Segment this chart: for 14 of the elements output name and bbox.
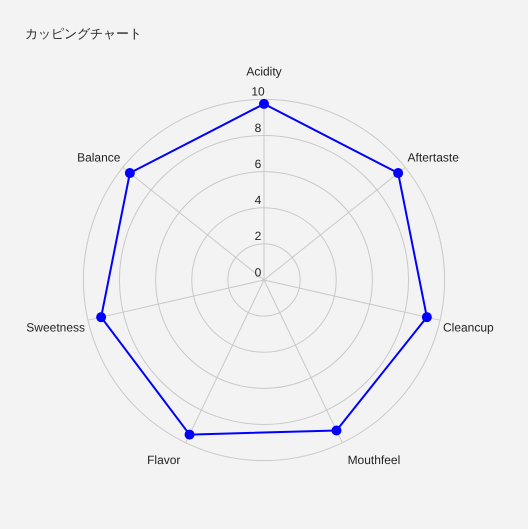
- spoke-label: Balance: [77, 150, 121, 165]
- y-tick-label: 6: [254, 156, 262, 171]
- y-tick-label: 4: [254, 193, 262, 208]
- spoke-label: Sweetness: [26, 320, 86, 334]
- spoke-label: Aftertaste: [408, 150, 460, 165]
- spoke-label: Flavor: [147, 453, 180, 468]
- spoke-label: Acidity: [246, 64, 282, 79]
- chart-title: カッピングチャート: [25, 25, 142, 43]
- y-tick-label: 0: [254, 265, 262, 280]
- y-tick-label: 2: [254, 229, 262, 244]
- spoke-label: Mouthfeel: [348, 453, 400, 468]
- y-tick-label: 8: [254, 120, 262, 135]
- y-tick-label: 10: [251, 84, 265, 99]
- spoke-label: Cleancup: [442, 320, 494, 334]
